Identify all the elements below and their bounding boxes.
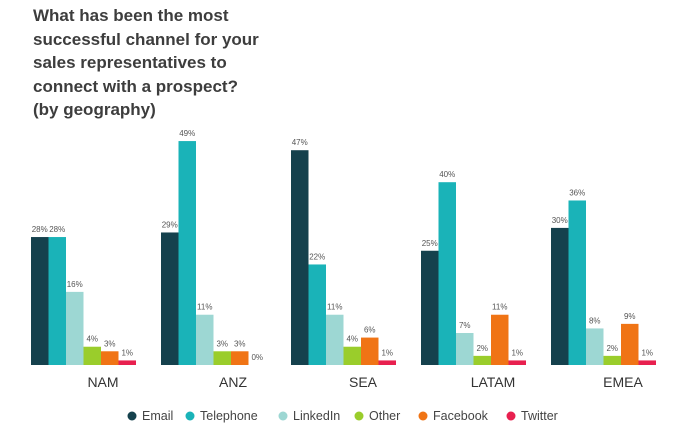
- bar-nam-twitter: [118, 360, 136, 365]
- legend-swatch-telephone: [185, 411, 195, 421]
- chart-title: What has been the most successful channe…: [33, 4, 293, 122]
- legend-label-email: Email: [142, 409, 173, 423]
- bar-anz-email: [161, 232, 179, 365]
- bar-emea-other: [603, 355, 621, 365]
- bar-nam-other: [83, 346, 101, 365]
- data-label-sea-linkedin: 11%: [327, 303, 342, 312]
- data-label-latam-facebook: 11%: [492, 303, 507, 312]
- bar-latam-linkedin: [456, 333, 474, 365]
- bar-latam-twitter: [508, 360, 526, 365]
- bar-anz-linkedin: [196, 314, 214, 365]
- chart-title-line: What has been the most: [33, 6, 229, 25]
- bar-sea-other: [343, 346, 361, 365]
- data-label-sea-other: 4%: [346, 335, 358, 344]
- data-label-latam-other: 2%: [476, 344, 488, 353]
- legend-label-telephone: Telephone: [200, 409, 258, 423]
- data-label-anz-other: 3%: [216, 339, 228, 348]
- bar-emea-email: [551, 227, 569, 365]
- data-label-sea-email: 47%: [292, 138, 308, 147]
- legend-label-linkedin: LinkedIn: [293, 409, 340, 423]
- data-label-anz-email: 29%: [162, 220, 178, 229]
- bars-layer: [31, 141, 656, 365]
- data-label-nam-telephone: 28%: [49, 225, 65, 234]
- legend-swatch-linkedin: [278, 411, 288, 421]
- bar-nam-linkedin: [66, 291, 84, 365]
- data-label-sea-facebook: 6%: [364, 326, 376, 335]
- data-label-anz-linkedin: 11%: [197, 303, 212, 312]
- bar-anz-telephone: [178, 141, 196, 365]
- category-label-nam: NAM: [87, 374, 118, 390]
- data-label-emea-other: 2%: [606, 344, 618, 353]
- data-label-anz-twitter: 0%: [251, 353, 263, 362]
- legend-swatch-other: [354, 411, 364, 421]
- bar-nam-telephone: [48, 237, 66, 365]
- data-label-emea-email: 30%: [552, 216, 568, 225]
- bar-anz-other: [213, 351, 231, 365]
- data-label-anz-telephone: 49%: [179, 129, 195, 138]
- category-label-anz: ANZ: [219, 374, 247, 390]
- bar-nam-email: [31, 237, 49, 365]
- bar-sea-email: [291, 150, 309, 365]
- bar-nam-facebook: [101, 351, 119, 365]
- data-label-emea-telephone: 36%: [569, 188, 585, 197]
- chart-title-line: successful channel for your: [33, 29, 259, 49]
- bar-emea-telephone: [568, 200, 586, 365]
- data-label-emea-linkedin: 8%: [589, 316, 601, 325]
- category-label-latam: LATAM: [471, 374, 516, 390]
- data-label-latam-linkedin: 7%: [459, 321, 471, 330]
- category-label-emea: EMEA: [603, 374, 643, 390]
- data-label-nam-facebook: 3%: [104, 339, 116, 348]
- bar-anz-facebook: [231, 351, 249, 365]
- data-label-nam-other: 4%: [86, 335, 98, 344]
- data-label-latam-twitter: 1%: [511, 348, 523, 357]
- data-label-anz-facebook: 3%: [234, 339, 246, 348]
- legend-label-other: Other: [369, 409, 400, 423]
- bar-sea-telephone: [308, 264, 326, 365]
- data-label-emea-facebook: 9%: [624, 312, 636, 321]
- chart-title-line: connect with a prospect?: [33, 76, 238, 96]
- bar-latam-facebook: [491, 314, 509, 365]
- bar-sea-linkedin: [326, 314, 344, 365]
- bar-sea-twitter: [378, 360, 396, 365]
- data-label-nam-linkedin: 16%: [67, 280, 83, 289]
- data-label-nam-email: 28%: [32, 225, 48, 234]
- bar-latam-other: [473, 355, 491, 365]
- data-label-nam-twitter: 1%: [121, 348, 133, 357]
- category-labels-layer: NAM ANZ SEA LATAM EMEA: [87, 374, 643, 390]
- legend-label-twitter: Twitter: [521, 409, 558, 423]
- legend-swatch-twitter: [506, 411, 516, 421]
- bar-latam-telephone: [438, 182, 456, 365]
- data-label-emea-twitter: 1%: [641, 348, 653, 357]
- value-labels-layer: 28% 28% 16% 4% 3% 1% 29% 49% 11% 3% 3% 0% 47% 22% 11% 4…: [32, 129, 653, 362]
- bar-emea-linkedin: [586, 328, 604, 365]
- legend-swatch-email: [127, 411, 137, 421]
- data-label-sea-telephone: 22%: [309, 252, 325, 261]
- data-label-latam-telephone: 40%: [439, 170, 455, 179]
- data-label-sea-twitter: 1%: [381, 348, 393, 357]
- chart-title-line: sales representatives to: [33, 53, 227, 72]
- category-label-sea: SEA: [349, 374, 378, 390]
- bar-sea-facebook: [361, 337, 379, 365]
- chart-title-line: (by geography): [33, 100, 156, 119]
- data-label-latam-email: 25%: [422, 239, 438, 248]
- legend-label-facebook: Facebook: [433, 409, 489, 423]
- bar-latam-email: [421, 250, 439, 365]
- legend: Email Telephone LinkedIn Other Facebook Twitt…: [127, 409, 558, 423]
- bar-emea-facebook: [621, 323, 639, 365]
- legend-swatch-facebook: [418, 411, 428, 421]
- bar-emea-twitter: [638, 360, 656, 365]
